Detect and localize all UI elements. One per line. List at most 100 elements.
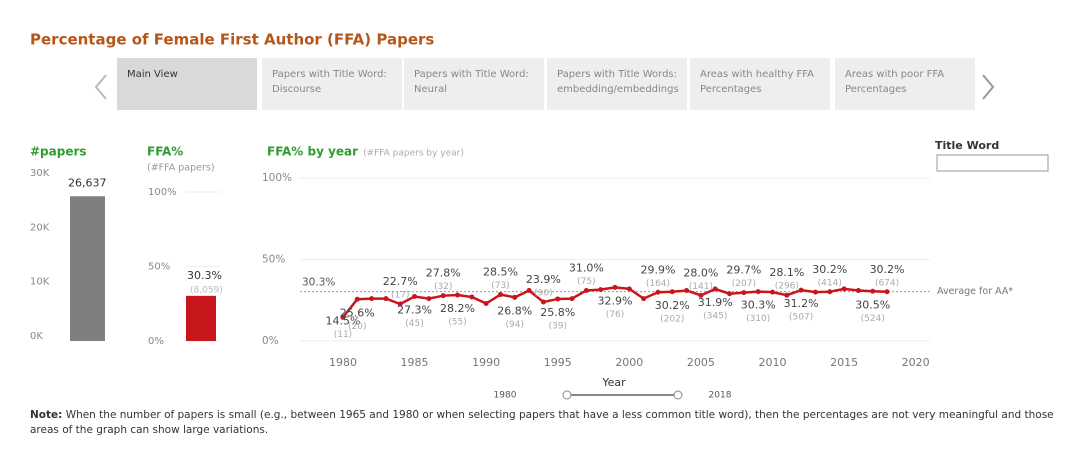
y-tick-label: 10K	[30, 277, 50, 288]
point	[540, 299, 546, 305]
value-label: 31.0%	[569, 261, 604, 274]
tab[interactable]	[835, 58, 975, 110]
value-label: 29.9%	[640, 263, 675, 276]
point	[354, 296, 360, 302]
point	[512, 294, 518, 300]
next-arrow[interactable]	[982, 74, 995, 100]
value-label: 25.8%	[540, 306, 575, 319]
value-label: 30.3%	[741, 299, 776, 312]
tab[interactable]	[262, 58, 402, 110]
point	[569, 296, 575, 302]
tab-label: Neural	[414, 84, 447, 95]
point	[555, 296, 561, 302]
point	[412, 294, 418, 300]
x-tick-label: 2005	[687, 356, 715, 369]
x-tick-label: 2015	[830, 356, 858, 369]
count-label: (164)	[646, 279, 670, 289]
count-label: (202)	[660, 314, 684, 324]
value-label: 28.0%	[683, 266, 718, 279]
point	[798, 287, 804, 293]
point	[455, 292, 460, 298]
point	[755, 289, 761, 295]
x-tick-label: 1990	[472, 356, 500, 369]
bar	[70, 196, 105, 341]
tab-label: Percentages	[700, 84, 761, 95]
chart-subtitle: (#FFA papers)	[147, 163, 215, 174]
note: Note: When the number of papers is small…	[30, 408, 1060, 438]
point	[784, 292, 790, 298]
point	[641, 296, 647, 302]
chart-title: FFA% by year	[267, 145, 358, 159]
slider-label: Year	[601, 376, 626, 389]
tab-label: Areas with healthy FFA	[700, 69, 814, 80]
count-label: (8,059)	[190, 285, 223, 295]
count-label: (73)	[491, 281, 509, 291]
count-label: (345)	[703, 312, 727, 322]
count-label: (507)	[789, 313, 813, 323]
point	[369, 296, 375, 302]
point	[770, 289, 775, 295]
point	[827, 289, 833, 295]
value-label: 25.6%	[340, 306, 375, 319]
point	[598, 287, 604, 293]
y-tick-label: 0K	[30, 331, 43, 342]
slider-handle[interactable]	[673, 390, 683, 400]
tab[interactable]	[117, 58, 257, 110]
bar	[186, 295, 216, 341]
note-bold: Note:	[30, 409, 63, 421]
count-label: (141)	[689, 282, 713, 292]
y-tick-label: 30K	[30, 168, 50, 179]
filter-input[interactable]	[936, 154, 1049, 172]
tab[interactable]	[547, 58, 687, 110]
y-tick-label: 0%	[148, 336, 164, 347]
x-tick-label: 2020	[902, 356, 930, 369]
tab-label: Papers with Title Words:	[557, 69, 677, 80]
prev-arrow[interactable]	[94, 74, 107, 100]
value-label: 32.9%	[598, 294, 633, 307]
chart-title: FFA%	[147, 145, 183, 159]
value-label: 28.2%	[440, 302, 475, 315]
count-label: (17)	[391, 290, 409, 300]
count-label: (207)	[732, 279, 756, 289]
point	[669, 289, 675, 295]
point	[698, 292, 704, 298]
average-name: Average for AA*	[937, 286, 1013, 297]
average-value: 30.3%	[302, 277, 335, 289]
tab[interactable]	[404, 58, 544, 110]
point	[612, 284, 618, 290]
point	[841, 286, 847, 292]
point	[340, 314, 346, 320]
point	[712, 286, 718, 292]
point	[727, 291, 733, 297]
count-label: (75)	[577, 277, 595, 287]
count-label: (310)	[746, 314, 770, 324]
y-tick-label: 0%	[262, 335, 279, 347]
value-label: 22.7%	[383, 275, 418, 288]
count-label: (39)	[548, 321, 566, 331]
value-label: 26.8%	[497, 304, 532, 317]
chart-title: #papers	[30, 145, 87, 159]
count-label: (11)	[334, 330, 352, 340]
point	[397, 301, 403, 307]
tab[interactable]	[690, 58, 830, 110]
point	[870, 288, 876, 294]
count-label: (45)	[405, 319, 423, 329]
value-label: 30.5%	[855, 298, 890, 311]
tab-label: Areas with poor FFA	[845, 69, 944, 80]
value-label: 23.9%	[526, 273, 561, 286]
tab-label: Percentages	[845, 84, 906, 95]
value-label: 28.1%	[769, 266, 804, 279]
slider-min: 1980	[494, 391, 517, 401]
value-label: 27.3%	[397, 304, 432, 317]
value-label: 29.7%	[726, 264, 761, 277]
x-tick-label: 1985	[401, 356, 429, 369]
tab-label: Papers with Title Word:	[272, 69, 387, 80]
count-label: (20)	[348, 322, 366, 332]
point	[426, 296, 432, 302]
count-label: (524)	[861, 314, 885, 324]
tab-label: embedding/embeddings	[557, 84, 679, 95]
slider-handle[interactable]	[562, 390, 572, 400]
count-label: (32)	[434, 282, 452, 292]
value-label: 30.2%	[870, 263, 905, 276]
value-label: 30.3%	[187, 269, 222, 282]
